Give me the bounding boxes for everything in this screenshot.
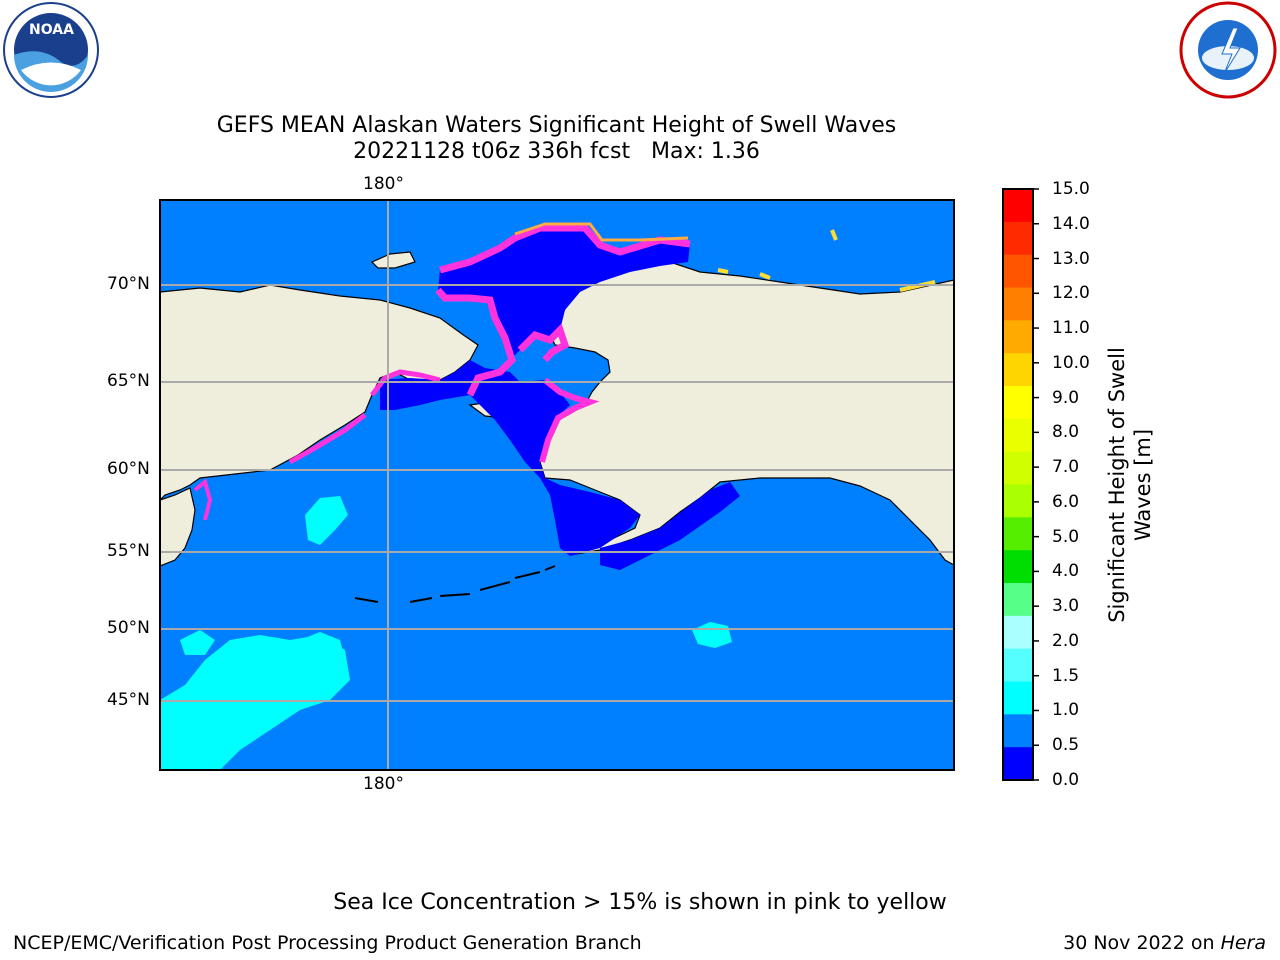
lat-tick-45: 45°N: [107, 690, 150, 710]
footer-right: 30 Nov 2022 on Hera: [1063, 932, 1266, 954]
sea-ice-note: Sea Ice Concentration > 15% is shown in …: [333, 890, 947, 915]
colorbar-tick-label: 10.0: [1052, 352, 1090, 373]
land-chukotka: [160, 284, 479, 501]
colorbar-tick-label: 1.5: [1052, 665, 1080, 686]
chart-subtitle: 20221128 t06z 336h fcst Max: 1.36: [353, 139, 760, 164]
colorbar-swatch: [1003, 648, 1033, 682]
colorbar-tick-label: 0.0: [1052, 770, 1080, 790]
sea-ice-yellow-patch: [717, 229, 936, 292]
colorbar-tick-label: 7.0: [1052, 457, 1080, 478]
colorbar-tick-label: 6.0: [1052, 491, 1080, 512]
graticule: [160, 200, 954, 770]
colorbar-swatch: [1003, 550, 1033, 584]
colorbar-swatch: [1003, 747, 1033, 781]
noaa-logo-text: NOAA: [29, 22, 74, 38]
footer-host: Hera: [1220, 932, 1266, 954]
colorbar-tick-label: 3.0: [1052, 596, 1080, 617]
lat-tick-50: 50°N: [107, 618, 150, 638]
colorbar-swatch: [1003, 451, 1033, 485]
chart-title: GEFS MEAN Alaskan Waters Significant Hei…: [216, 113, 897, 138]
sea-ice-edge-chukchi-outer: [514, 222, 689, 242]
sea-ice-edge-anadyr: [288, 369, 441, 465]
colorbar-frame: [1002, 188, 1034, 781]
lon-tick-bottom: 180°: [363, 774, 404, 794]
colorbar-swatch: [1003, 320, 1033, 354]
lat-tick-65: 65°N: [107, 371, 150, 391]
low-swell-bering-north: [380, 360, 640, 556]
colorbar-swatch: [1003, 517, 1033, 551]
swell-patch-west-1: [160, 635, 350, 770]
colorbar-swatch: [1003, 386, 1033, 420]
land-wrangel-island: [370, 251, 416, 269]
colorbar-swatch: [1003, 681, 1033, 715]
map-frame: [159, 199, 955, 771]
colorbar: [1003, 188, 1039, 781]
footer-left: NCEP/EMC/Verification Post Processing Pr…: [13, 932, 642, 954]
colorbar-tick-label: 11.0: [1052, 318, 1090, 339]
colorbar-tick-label: 2.0: [1052, 630, 1080, 651]
colorbar-swatch: [1003, 254, 1033, 288]
colorbar-tick-label: 9.0: [1052, 387, 1080, 408]
colorbar-swatch: [1003, 583, 1033, 617]
colorbar-tick-label: 14.0: [1052, 213, 1090, 234]
colorbar-tick-label: 8.0: [1052, 422, 1080, 443]
swell-patch-west-2: [300, 632, 345, 668]
low-swell-gulf-alaska: [600, 482, 740, 570]
colorbar-swatch: [1003, 714, 1033, 748]
colorbar-swatch: [1003, 484, 1033, 518]
swell-patch-west-3: [305, 496, 348, 545]
sea-ice-edge-kamchatka: [193, 478, 213, 521]
colorbar-tick-label: 0.5: [1052, 735, 1080, 756]
lat-tick-55: 55°N: [107, 541, 150, 561]
swell-patch-west-4: [180, 630, 215, 655]
colorbar-swatch: [1003, 287, 1033, 321]
colorbar-tick-label: 13.0: [1052, 248, 1090, 269]
colorbar-swatch: [1003, 615, 1033, 650]
colorbar-swatch: [1003, 221, 1033, 256]
colorbar-label-line2: Waves [m]: [1131, 428, 1155, 542]
lat-tick-70: 70°N: [107, 274, 150, 294]
colorbar-tick-label: 4.0: [1052, 561, 1080, 582]
colorbar-tick-label: 5.0: [1052, 526, 1080, 547]
aleutian-islands: [354, 565, 556, 603]
sea-ice-edge-norton: [539, 377, 600, 463]
colorbar-tick-label: 12.0: [1052, 283, 1090, 304]
colorbar-tick-label: 15.0: [1052, 179, 1090, 199]
sea-ice-edge-chukchi: [439, 224, 691, 274]
colorbar-swatch: [1003, 189, 1033, 223]
colorbar-tick-label: 1.0: [1052, 700, 1080, 721]
land-kamchatka: [160, 487, 196, 567]
footer-date: 30 Nov 2022 on: [1063, 932, 1215, 954]
colorbar-swatch: [1003, 418, 1033, 453]
lon-tick-top: 180°: [363, 174, 404, 194]
lat-tick-60: 60°N: [107, 459, 150, 479]
sea-ice-edge-strait: [435, 287, 570, 397]
colorbar-swatch: [1003, 353, 1033, 387]
colorbar-label-line1: Significant Height of Swell: [1105, 347, 1129, 623]
